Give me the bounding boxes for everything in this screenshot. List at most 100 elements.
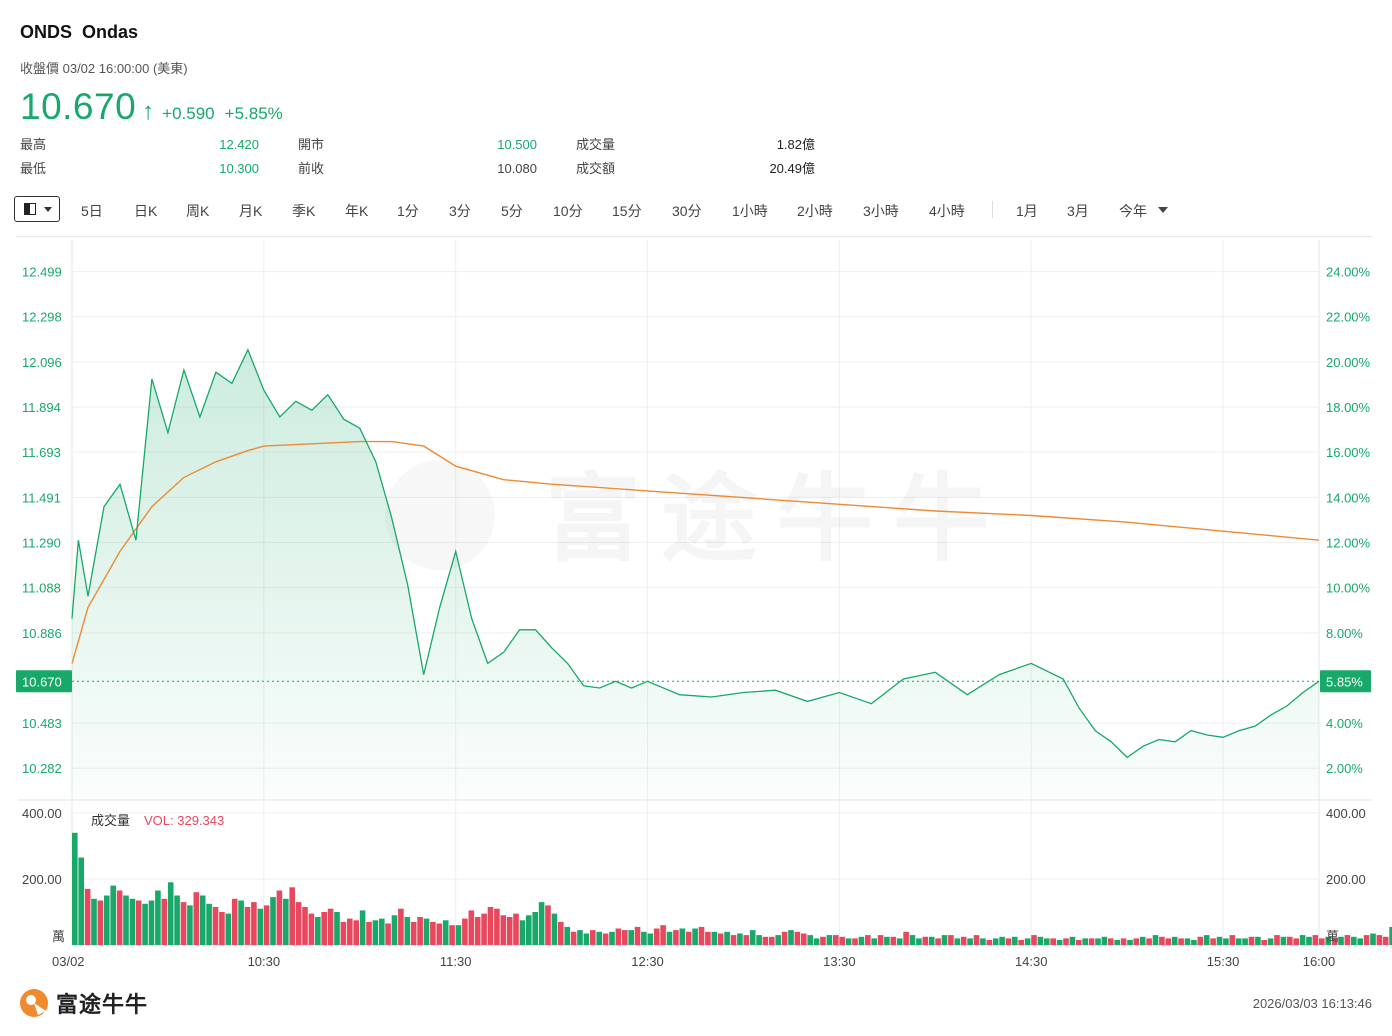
period-10min[interactable]: 10分: [553, 203, 583, 219]
volume-bar: [622, 930, 628, 945]
volume-bar: [1242, 938, 1248, 945]
volume-bar: [327, 908, 334, 945]
volume-bar: [1267, 938, 1274, 945]
x-tick-label: 14:30: [1015, 954, 1048, 969]
period-day-k[interactable]: 日K: [134, 203, 158, 219]
volume-bar: [1146, 938, 1152, 945]
period-2h[interactable]: 2小時: [797, 203, 833, 219]
volume-bar: [1197, 936, 1204, 946]
period-4h[interactable]: 4小時: [929, 203, 965, 219]
volume-bar: [462, 918, 468, 945]
period-month-k[interactable]: 月K: [239, 203, 263, 219]
volume-bar: [1108, 938, 1114, 945]
volume-bar: [148, 900, 155, 946]
period-15min[interactable]: 15分: [612, 203, 642, 219]
stat-value-volume: 1.82億: [776, 137, 815, 152]
volume-bar: [1082, 938, 1088, 945]
volume-bar: [852, 938, 858, 945]
price-change-pct: +5.85%: [224, 104, 283, 123]
volume-bar: [487, 907, 494, 945]
volume-bar: [302, 907, 308, 945]
volume-bar: [91, 898, 97, 945]
volume-bar: [474, 917, 481, 946]
volume-bar: [513, 913, 519, 945]
last-price-badge-left: [16, 670, 72, 693]
period-year-k[interactable]: 年K: [345, 203, 369, 219]
period-3min[interactable]: 3分: [449, 203, 471, 219]
y-tick-label-left: 12.499: [22, 265, 62, 280]
x-tick-label: 10:30: [248, 954, 281, 969]
period-1min[interactable]: 1分: [397, 203, 419, 219]
period-3h[interactable]: 3小時: [863, 203, 899, 219]
volume-bar: [417, 917, 423, 946]
y-tick-label-right: 8.00%: [1326, 626, 1363, 641]
volume-bar: [1063, 938, 1069, 945]
volume-bar: [1069, 936, 1076, 946]
volume-bar: [570, 931, 577, 945]
volume-bar: [820, 936, 826, 946]
volume-bar: [1012, 936, 1018, 946]
volume-bar: [97, 900, 104, 946]
volume-bar: [1312, 935, 1319, 945]
volume-bar: [410, 921, 417, 945]
price-area-layer: [72, 349, 1319, 800]
watermark-logo-icon: [385, 460, 495, 570]
volume-bar: [1101, 936, 1108, 946]
volume-bar: [596, 931, 602, 945]
volume-bar: [941, 935, 948, 945]
price-area: [72, 349, 1319, 800]
volume-bar: [884, 936, 890, 946]
ytd-chevron-down-icon[interactable]: [1158, 207, 1168, 213]
volume-bar: [577, 930, 583, 945]
arrow-up-icon: ↑: [142, 98, 155, 125]
y-tick-label-left: 11.693: [22, 445, 61, 460]
volume-bar: [385, 923, 391, 945]
volume-bar: [909, 935, 916, 945]
volume-bar: [813, 938, 820, 945]
chart-type-selector[interactable]: [14, 196, 60, 222]
volume-bar: [468, 910, 475, 945]
period-1m[interactable]: 1月: [1016, 203, 1038, 219]
volume-bar: [104, 895, 110, 945]
volume-bar: [391, 915, 398, 945]
volume-bar: [180, 902, 187, 945]
stat-value-open: 10.500: [497, 137, 537, 152]
volume-bar: [1171, 936, 1178, 946]
volume-bar: [295, 902, 302, 945]
price-line: [71, 348, 1320, 759]
volume-bar: [1133, 938, 1140, 945]
volume-bar: [865, 935, 871, 945]
period-ytd[interactable]: 今年: [1119, 203, 1147, 219]
x-tick-label: 15:30: [1207, 954, 1240, 969]
volume-bar: [283, 898, 289, 945]
period-1h[interactable]: 1小時: [732, 203, 768, 219]
y-tick-label-right: 10.00%: [1326, 581, 1371, 596]
volume-bar: [903, 931, 909, 945]
stats-col-1: 最高 12.420 最低 10.300: [20, 136, 260, 184]
volume-bar: [705, 931, 711, 945]
volume-tick-right: 200.00: [1326, 872, 1366, 887]
volume-bar: [858, 936, 865, 946]
period-5min[interactable]: 5分: [501, 203, 523, 219]
volume-bar: [1357, 938, 1363, 945]
period-5d[interactable]: 5日: [81, 203, 103, 219]
volume-bar: [142, 903, 148, 946]
volume-bar: [781, 931, 788, 945]
period-quarter-k[interactable]: 季K: [292, 203, 316, 219]
period-30min[interactable]: 30分: [672, 203, 702, 219]
volume-bar: [641, 931, 647, 945]
price-row: 10.670 ↑ +0.590 +5.85%: [20, 86, 293, 130]
volume-bar: [315, 917, 321, 946]
period-week-k[interactable]: 周K: [186, 203, 210, 219]
y-tick-label-left: 11.088: [22, 581, 61, 596]
volume-bar: [954, 938, 961, 945]
volume-bar: [359, 910, 366, 945]
period-3m[interactable]: 3月: [1067, 203, 1089, 219]
period-toolbar: 5日 日K 周K 月K 季K 年K 1分 3分 5分 10分 15分 30分 1…: [14, 195, 1374, 227]
volume-bar: [756, 935, 762, 945]
volume-bar: [263, 905, 270, 945]
volume-bar: [628, 930, 634, 945]
volume-bar: [1005, 938, 1012, 945]
stat-label-high: 最高: [20, 137, 47, 152]
